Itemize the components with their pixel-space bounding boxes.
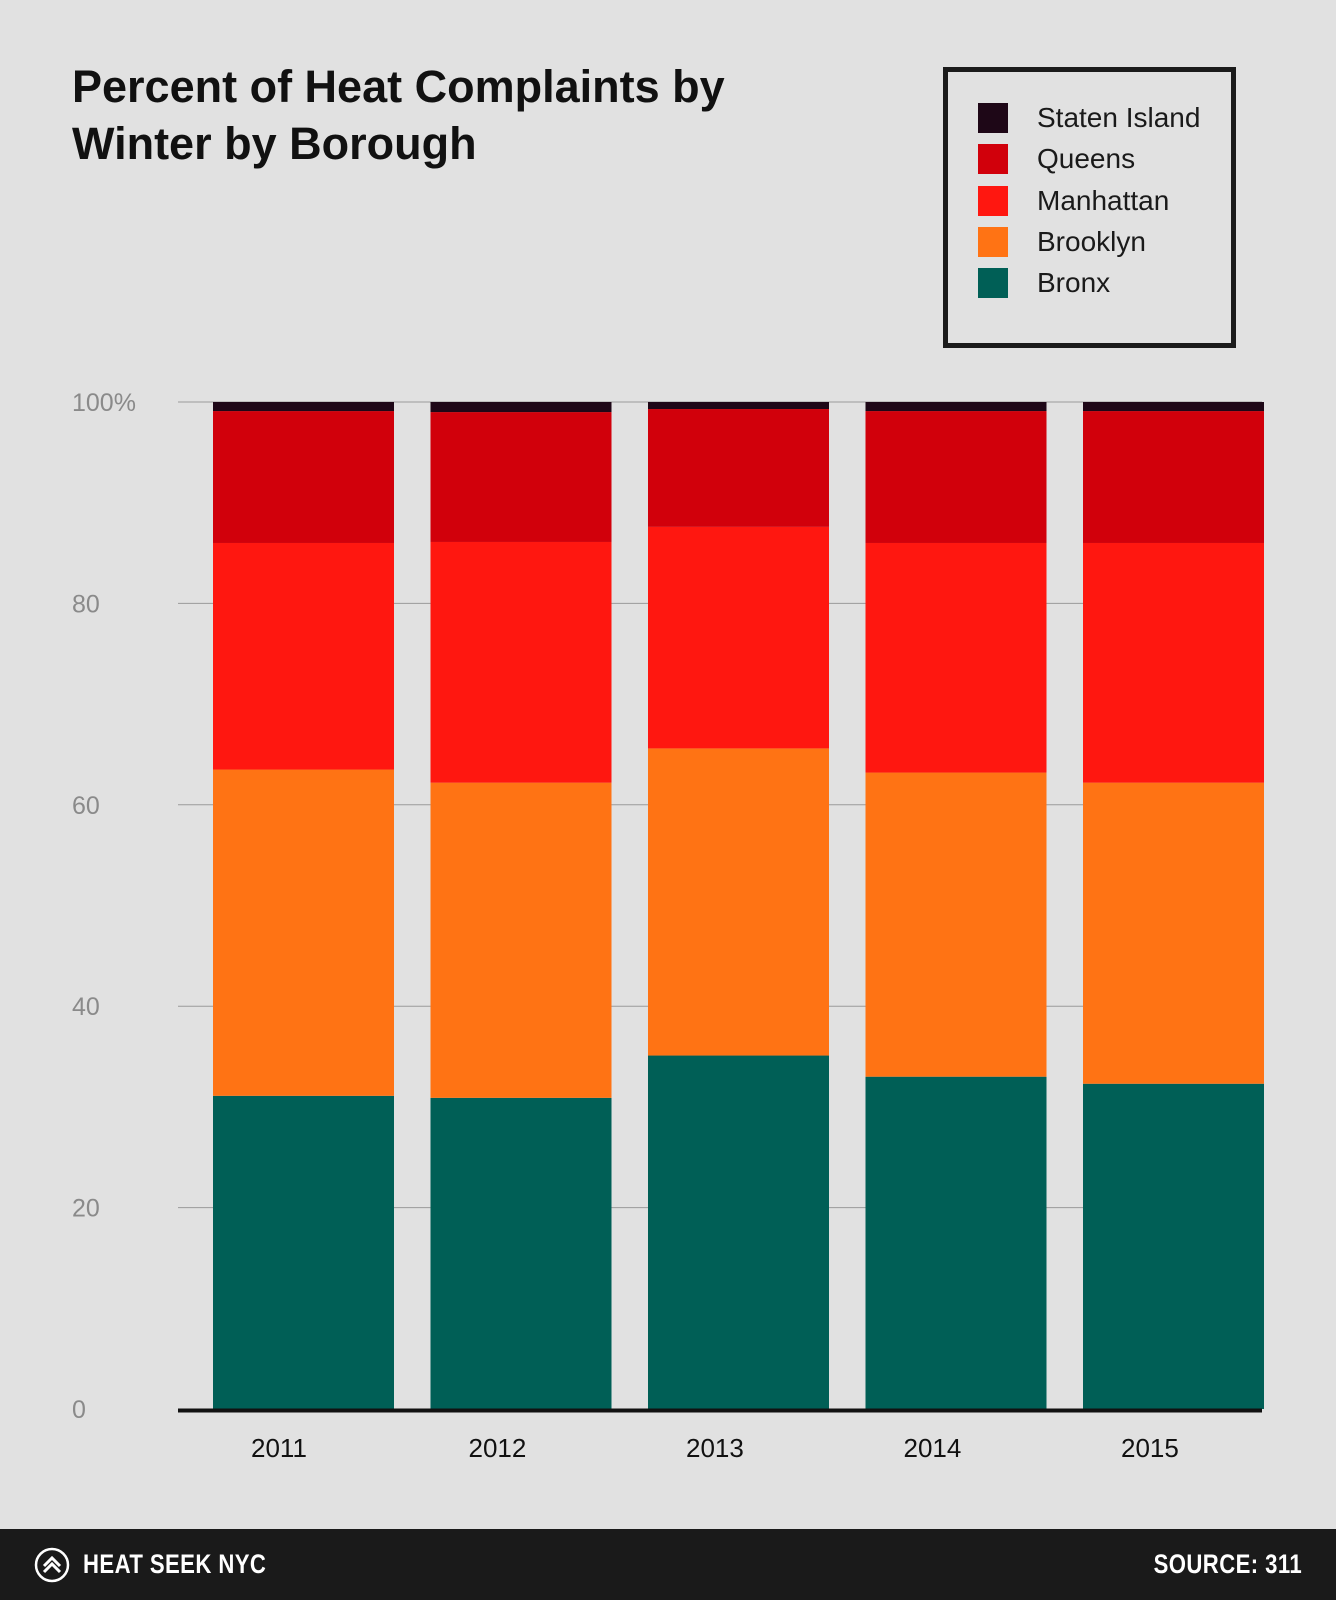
y-tick-label-40: 40 <box>72 993 100 1021</box>
bar-segment-brooklyn-2013 <box>648 748 829 1056</box>
brand-name: HEAT SEEK NYC <box>83 1549 267 1579</box>
bar-segment-manhattan-2015 <box>1083 542 1264 783</box>
bar-segment-brooklyn-2011 <box>213 769 394 1096</box>
bar-segment-staten-island-2012 <box>430 402 612 413</box>
bar-segment-bronx-2014 <box>865 1076 1047 1409</box>
x-tick-label-2011: 2011 <box>251 1433 307 1463</box>
chart-title-line-1: Percent of Heat Complaints by <box>72 61 725 112</box>
y-tick-label-0: 0 <box>72 1396 86 1424</box>
y-tick-label-60: 60 <box>72 792 100 820</box>
legend-entry-brooklyn: Brooklyn <box>978 225 1231 257</box>
bar-segment-manhattan-2014 <box>865 542 1047 773</box>
chart-title: Percent of Heat Complaints by Winter by … <box>72 58 832 172</box>
legend-label-staten-island: Staten Island <box>1037 102 1201 133</box>
bar-segment-bronx-2013 <box>648 1055 829 1409</box>
legend-entry-staten-island: Staten Island <box>978 102 1231 133</box>
bar-segment-bronx-2012 <box>430 1097 612 1409</box>
x-tick-label-2012: 2012 <box>469 1433 527 1463</box>
bar-segment-manhattan-2013 <box>648 526 829 749</box>
bar-segment-queens-2013 <box>648 409 829 527</box>
legend-label-bronx: Bronx <box>1037 267 1111 299</box>
footer-bar: HEAT SEEK NYC SOURCE: 311 <box>0 1529 1336 1600</box>
legend-label-manhattan: Manhattan <box>1037 184 1170 216</box>
brand: HEAT SEEK NYC <box>34 1547 307 1583</box>
y-tick-label-100: 100% <box>72 389 136 417</box>
legend-label-brooklyn: Brooklyn <box>1037 225 1146 257</box>
y-tick-label-20: 20 <box>72 1195 100 1223</box>
bar-segment-brooklyn-2015 <box>1083 782 1264 1084</box>
legend-swatch-queens <box>978 144 1008 175</box>
legend-swatch-staten-island <box>978 103 1008 133</box>
bar-segment-brooklyn-2012 <box>430 782 612 1098</box>
bars <box>213 402 1264 1409</box>
y-tick-label-80: 80 <box>72 590 100 618</box>
bar-segment-brooklyn-2014 <box>865 772 1047 1077</box>
stacked-bar-chart: 0 20 40 60 80 100% 2011 2012 2013 2014 2015 <box>72 389 1264 1463</box>
legend: Staten Island Queens Manhattan Brooklyn Bron… <box>943 67 1236 348</box>
bar-segment-bronx-2011 <box>213 1095 394 1409</box>
bar-segment-queens-2015 <box>1083 411 1264 543</box>
bar-segment-staten-island-2015 <box>1083 402 1264 412</box>
x-tick-label-2014: 2014 <box>904 1433 962 1463</box>
bar-segment-queens-2012 <box>430 412 612 542</box>
legend-entry-queens: Queens <box>978 143 1231 175</box>
x-tick-label-2013: 2013 <box>686 1433 744 1463</box>
bar-segment-bronx-2015 <box>1083 1083 1264 1409</box>
legend-entry-manhattan: Manhattan <box>978 184 1231 216</box>
bar-segment-queens-2014 <box>865 411 1047 543</box>
x-axis-tick-labels: 2011 2012 2013 2014 2015 <box>251 1433 1179 1463</box>
bar-segment-staten-island-2013 <box>648 402 829 410</box>
source-credit: SOURCE: 311 <box>1153 1549 1302 1579</box>
bar-segment-staten-island-2011 <box>213 402 394 412</box>
legend-swatch-bronx <box>978 268 1008 299</box>
legend-swatch-brooklyn <box>978 226 1008 257</box>
x-tick-label-2015: 2015 <box>1121 1433 1179 1463</box>
bar-segment-staten-island-2014 <box>865 402 1047 412</box>
bar-segment-manhattan-2012 <box>430 541 612 783</box>
legend-label-queens: Queens <box>1037 143 1136 175</box>
bar-segment-queens-2011 <box>213 411 394 543</box>
legend-swatch-manhattan <box>978 185 1008 216</box>
chart-title-line-2: Winter by Borough <box>72 118 477 169</box>
bar-segment-manhattan-2011 <box>213 542 394 770</box>
y-axis-tick-labels: 0 20 40 60 80 100% <box>72 389 136 1424</box>
heat-seek-chevron-icon <box>34 1547 70 1582</box>
legend-entry-bronx: Bronx <box>978 267 1231 299</box>
